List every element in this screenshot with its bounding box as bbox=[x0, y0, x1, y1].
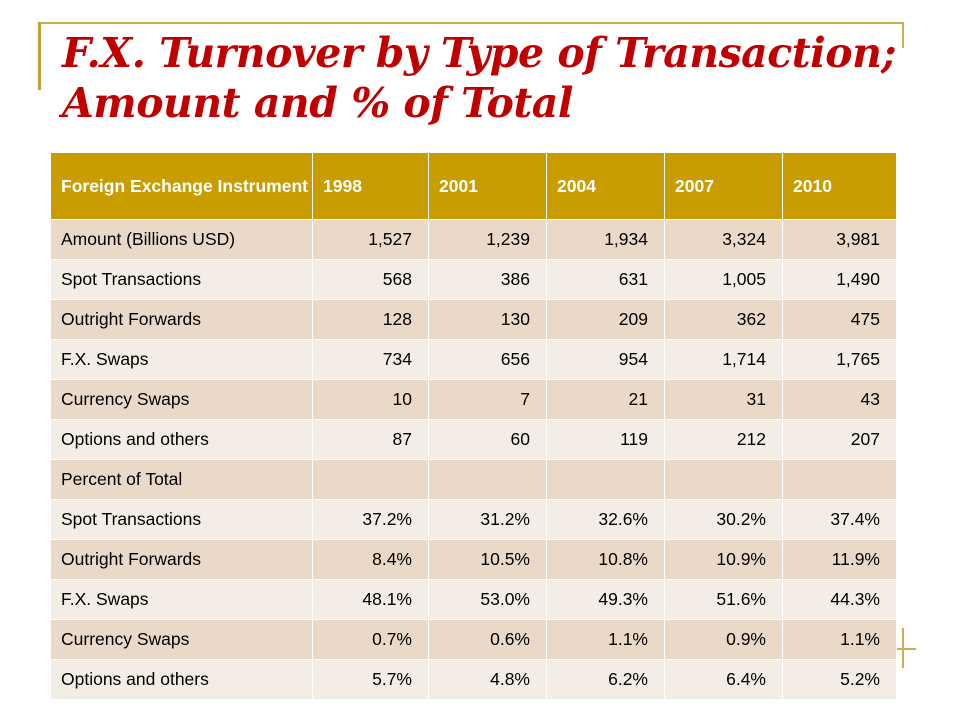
fx-turnover-table: Foreign Exchange Instrument 1998 2001 20… bbox=[50, 152, 897, 700]
header-cell-2004: 2004 bbox=[546, 152, 665, 220]
table-cell: 568 bbox=[312, 259, 429, 300]
table-cell: 119 bbox=[546, 419, 665, 460]
table-cell: 31.2% bbox=[428, 499, 547, 540]
table-cell: 207 bbox=[782, 419, 897, 460]
decorative-left-line bbox=[38, 22, 41, 90]
table-cell: 10.8% bbox=[546, 539, 665, 580]
table-cell: 21 bbox=[546, 379, 665, 420]
table-cell: 3,981 bbox=[782, 219, 897, 260]
table-cell bbox=[312, 459, 429, 500]
table-cell: 130 bbox=[428, 299, 547, 340]
header-cell-1998: 1998 bbox=[312, 152, 429, 220]
table-cell: 10.9% bbox=[664, 539, 783, 580]
header-cell-2010: 2010 bbox=[782, 152, 897, 220]
header-cell-2007: 2007 bbox=[664, 152, 783, 220]
table-row: Spot Transactions 568 386 631 1,005 1,490 bbox=[50, 259, 897, 300]
table-cell: 49.3% bbox=[546, 579, 665, 620]
row-label: Outright Forwards bbox=[50, 539, 313, 580]
table-row: Outright Forwards 8.4% 10.5% 10.8% 10.9% 11.9… bbox=[50, 539, 897, 580]
table-cell: 87 bbox=[312, 419, 429, 460]
table-cell: 10.5% bbox=[428, 539, 547, 580]
table-cell bbox=[782, 459, 897, 500]
table-cell: 43 bbox=[782, 379, 897, 420]
table-cell: 44.3% bbox=[782, 579, 897, 620]
table-cell: 10 bbox=[312, 379, 429, 420]
table-cell: 11.9% bbox=[782, 539, 897, 580]
table-cell: 7 bbox=[428, 379, 547, 420]
row-label: Spot Transactions bbox=[50, 499, 313, 540]
table-cell: 4.8% bbox=[428, 659, 547, 700]
table-cell: 128 bbox=[312, 299, 429, 340]
table-cell: 1,714 bbox=[664, 339, 783, 380]
table-row: Currency Swaps 0.7% 0.6% 1.1% 0.9% 1.1% bbox=[50, 619, 897, 660]
table-row: Percent of Total bbox=[50, 459, 897, 500]
row-label: Options and others bbox=[50, 419, 313, 460]
table-cell: 5.2% bbox=[782, 659, 897, 700]
table-header-row: Foreign Exchange Instrument 1998 2001 20… bbox=[50, 152, 897, 220]
slide-title: F.X. Turnover by Type of Transaction; Am… bbox=[62, 29, 897, 127]
table-cell bbox=[546, 459, 665, 500]
table-cell bbox=[428, 459, 547, 500]
header-cell-instrument: Foreign Exchange Instrument bbox=[50, 152, 313, 220]
table-row: Spot Transactions 37.2% 31.2% 32.6% 30.2% 37.… bbox=[50, 499, 897, 540]
row-label: Spot Transactions bbox=[50, 259, 313, 300]
table-cell: 1.1% bbox=[546, 619, 665, 660]
table-cell: 53.0% bbox=[428, 579, 547, 620]
table-cell: 6.4% bbox=[664, 659, 783, 700]
table-cell: 212 bbox=[664, 419, 783, 460]
row-label: Outright Forwards bbox=[50, 299, 313, 340]
table-cell: 631 bbox=[546, 259, 665, 300]
table-cell: 1,490 bbox=[782, 259, 897, 300]
table-cell: 475 bbox=[782, 299, 897, 340]
table-cell: 386 bbox=[428, 259, 547, 300]
table-cell: 1,934 bbox=[546, 219, 665, 260]
table-row: Currency Swaps 10 7 21 31 43 bbox=[50, 379, 897, 420]
table-cell: 32.6% bbox=[546, 499, 665, 540]
table-cell: 656 bbox=[428, 339, 547, 380]
table-cell: 362 bbox=[664, 299, 783, 340]
table-cell: 6.2% bbox=[546, 659, 665, 700]
table-cell: 1,765 bbox=[782, 339, 897, 380]
table-row: Amount (Billions USD) 1,527 1,239 1,934 3,32… bbox=[50, 219, 897, 260]
table-row: Options and others 87 60 119 212 207 bbox=[50, 419, 897, 460]
table-cell: 8.4% bbox=[312, 539, 429, 580]
table-cell: 734 bbox=[312, 339, 429, 380]
table-row: Options and others 5.7% 4.8% 6.2% 6.4% 5.2% bbox=[50, 659, 897, 700]
decorative-right-top-line bbox=[902, 22, 904, 48]
table-cell: 30.2% bbox=[664, 499, 783, 540]
table-cell: 1,005 bbox=[664, 259, 783, 300]
table-cell: 37.4% bbox=[782, 499, 897, 540]
row-label: Currency Swaps bbox=[50, 619, 313, 660]
decorative-top-line bbox=[38, 22, 904, 24]
table-cell: 0.7% bbox=[312, 619, 429, 660]
table-cell: 37.2% bbox=[312, 499, 429, 540]
table-cell: 1,239 bbox=[428, 219, 547, 260]
header-cell-2001: 2001 bbox=[428, 152, 547, 220]
table-cell: 1.1% bbox=[782, 619, 897, 660]
table-cell: 954 bbox=[546, 339, 665, 380]
table-row: Outright Forwards 128 130 209 362 475 bbox=[50, 299, 897, 340]
table-row: F.X. Swaps 48.1% 53.0% 49.3% 51.6% 44.3% bbox=[50, 579, 897, 620]
table-cell: 3,324 bbox=[664, 219, 783, 260]
table-cell: 0.6% bbox=[428, 619, 547, 660]
table-cell: 31 bbox=[664, 379, 783, 420]
row-label: Currency Swaps bbox=[50, 379, 313, 420]
table-cell: 60 bbox=[428, 419, 547, 460]
row-label: F.X. Swaps bbox=[50, 339, 313, 380]
table-cell: 0.9% bbox=[664, 619, 783, 660]
row-label: Percent of Total bbox=[50, 459, 313, 500]
row-label: F.X. Swaps bbox=[50, 579, 313, 620]
row-label: Amount (Billions USD) bbox=[50, 219, 313, 260]
decorative-bottom-line bbox=[896, 648, 916, 650]
table-cell: 1,527 bbox=[312, 219, 429, 260]
table-row: F.X. Swaps 734 656 954 1,714 1,765 bbox=[50, 339, 897, 380]
table-cell: 48.1% bbox=[312, 579, 429, 620]
table-cell: 5.7% bbox=[312, 659, 429, 700]
table-cell bbox=[664, 459, 783, 500]
row-label: Options and others bbox=[50, 659, 313, 700]
table-cell: 51.6% bbox=[664, 579, 783, 620]
table-cell: 209 bbox=[546, 299, 665, 340]
